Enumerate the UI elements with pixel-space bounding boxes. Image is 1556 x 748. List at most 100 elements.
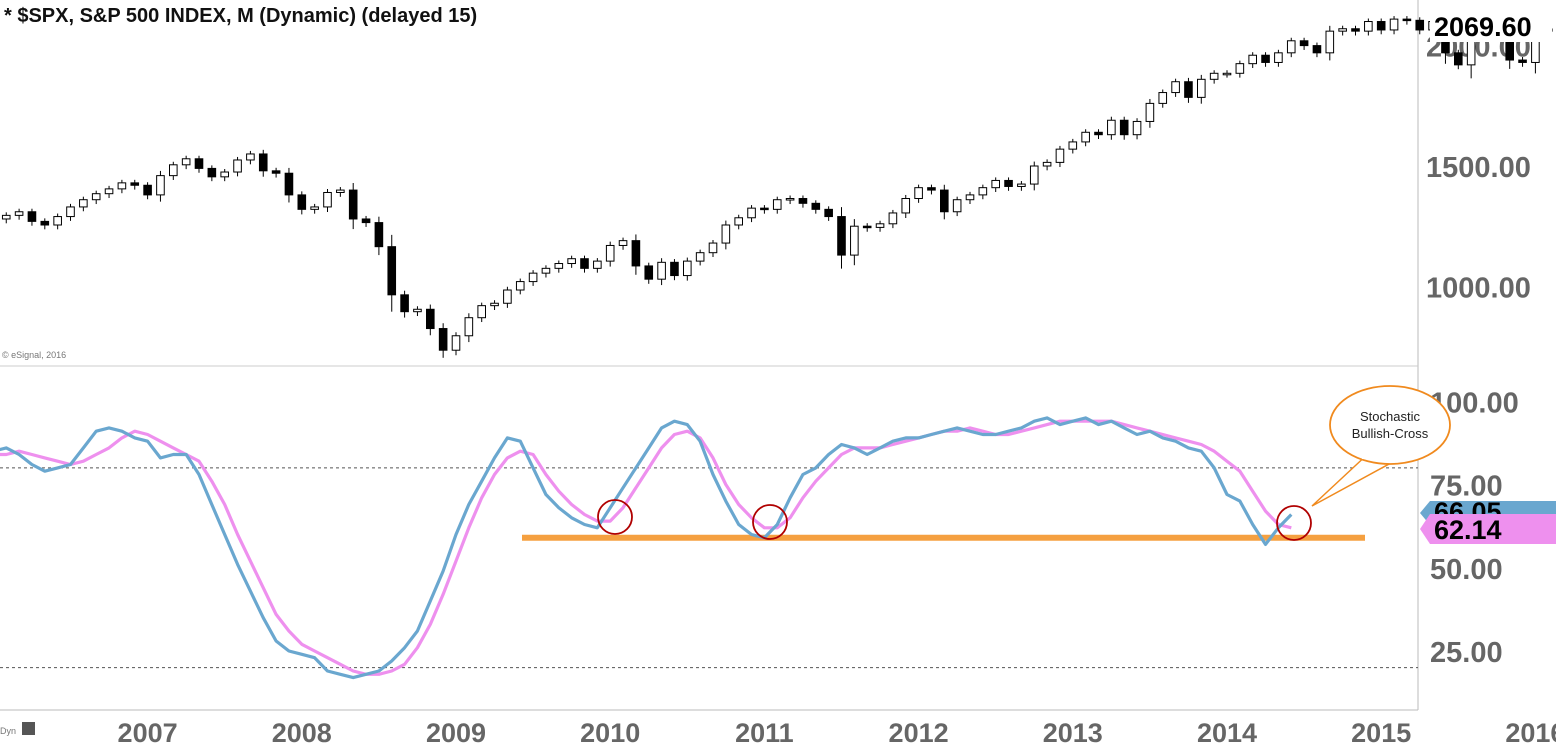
candle-body bbox=[772, 199, 782, 210]
candle-body bbox=[862, 225, 872, 229]
candle bbox=[1068, 138, 1078, 154]
candle-body bbox=[1, 214, 11, 220]
candle-body bbox=[991, 179, 1001, 189]
candle bbox=[850, 219, 859, 266]
candle-body bbox=[400, 294, 409, 313]
candle-body bbox=[1081, 131, 1090, 143]
candle bbox=[477, 302, 486, 323]
candle bbox=[811, 200, 821, 214]
candle-body bbox=[734, 217, 744, 226]
candle-body bbox=[1132, 120, 1142, 136]
stochastic-d-line bbox=[0, 419, 1292, 676]
candle bbox=[940, 184, 949, 220]
candle-body bbox=[528, 272, 538, 283]
candle-body bbox=[1274, 52, 1283, 63]
candle-body bbox=[233, 159, 242, 173]
candle-body bbox=[1364, 21, 1373, 32]
candle-body bbox=[1158, 92, 1168, 104]
candle bbox=[1235, 60, 1245, 78]
candle bbox=[747, 205, 756, 223]
candle bbox=[901, 194, 911, 219]
candle bbox=[1197, 74, 1206, 104]
year-axis: 2007 2008 2009 2010 2011 2012 2013 2014 2015 2016 bbox=[118, 718, 1556, 748]
year-label: 2013 bbox=[1043, 718, 1103, 748]
candle-body bbox=[785, 198, 795, 201]
price-tick-label: 1000.00 bbox=[1426, 272, 1531, 304]
candle-body bbox=[374, 222, 384, 248]
candle bbox=[400, 290, 409, 318]
candle bbox=[952, 196, 962, 217]
candle bbox=[169, 161, 178, 180]
callout-bubble bbox=[1329, 385, 1451, 465]
candle bbox=[1042, 159, 1052, 171]
candle bbox=[1364, 18, 1373, 36]
reference-lines bbox=[0, 467, 1418, 669]
year-label: 2014 bbox=[1197, 718, 1257, 748]
candle-body bbox=[554, 263, 564, 269]
candle bbox=[220, 168, 229, 182]
candle-body bbox=[721, 224, 731, 244]
candle bbox=[361, 215, 371, 227]
candle-body bbox=[490, 302, 499, 307]
candle-body bbox=[695, 252, 705, 262]
candle-body bbox=[1029, 165, 1039, 185]
candle-body bbox=[194, 158, 204, 169]
candle-body bbox=[1518, 59, 1527, 63]
stochastic-k-line bbox=[0, 416, 1293, 680]
candle bbox=[1222, 70, 1232, 78]
chart-title: * $SPX, S&P 500 INDEX, M (Dynamic) (dela… bbox=[4, 5, 477, 27]
candle bbox=[117, 179, 127, 194]
candle bbox=[734, 214, 744, 230]
candle-body bbox=[1389, 18, 1399, 31]
candle-body bbox=[927, 187, 936, 191]
stochastic-d-value: 62.14 bbox=[1434, 515, 1502, 545]
candle-body bbox=[1017, 183, 1026, 187]
candle-body bbox=[1197, 78, 1206, 98]
candle-body bbox=[27, 211, 37, 222]
candle bbox=[837, 207, 846, 269]
candle bbox=[66, 203, 75, 221]
candle-body bbox=[438, 328, 448, 351]
stochastic-tick-label: 25.00 bbox=[1430, 637, 1503, 669]
candle-body bbox=[130, 182, 140, 186]
candle-body bbox=[246, 153, 255, 161]
candle-body bbox=[1004, 179, 1013, 187]
candle bbox=[348, 183, 358, 230]
candle bbox=[567, 255, 576, 268]
candle bbox=[233, 156, 242, 177]
candle-body bbox=[53, 216, 62, 226]
candle bbox=[580, 255, 589, 273]
candle bbox=[605, 241, 615, 267]
settings-icon[interactable] bbox=[22, 722, 35, 735]
stochastic-tick-label: 75.00 bbox=[1430, 471, 1503, 503]
candle-body bbox=[837, 216, 846, 256]
candle-body bbox=[323, 191, 332, 208]
year-label: 2009 bbox=[426, 718, 486, 748]
candle-body bbox=[1068, 141, 1078, 150]
candle-body bbox=[541, 267, 551, 274]
cross-circle bbox=[1276, 505, 1312, 541]
candle bbox=[631, 234, 641, 275]
candle bbox=[323, 188, 332, 212]
candle-body bbox=[1299, 40, 1309, 47]
candle-body bbox=[1402, 18, 1412, 22]
corner-label: Dyn bbox=[0, 726, 16, 736]
candle-body bbox=[361, 218, 371, 224]
candle bbox=[772, 196, 782, 214]
candle-body bbox=[297, 194, 307, 210]
cross-circles bbox=[597, 499, 1312, 541]
candle-body bbox=[580, 258, 589, 269]
candle bbox=[1171, 78, 1180, 97]
candle bbox=[207, 165, 217, 182]
candle-body bbox=[477, 305, 486, 319]
candle bbox=[1351, 25, 1360, 36]
candle-body bbox=[1145, 102, 1155, 122]
candle-body bbox=[1261, 54, 1270, 63]
candle-body bbox=[952, 199, 962, 213]
candle-body bbox=[760, 207, 769, 211]
candle bbox=[965, 191, 975, 205]
candle bbox=[1274, 49, 1283, 67]
candle bbox=[310, 203, 319, 214]
